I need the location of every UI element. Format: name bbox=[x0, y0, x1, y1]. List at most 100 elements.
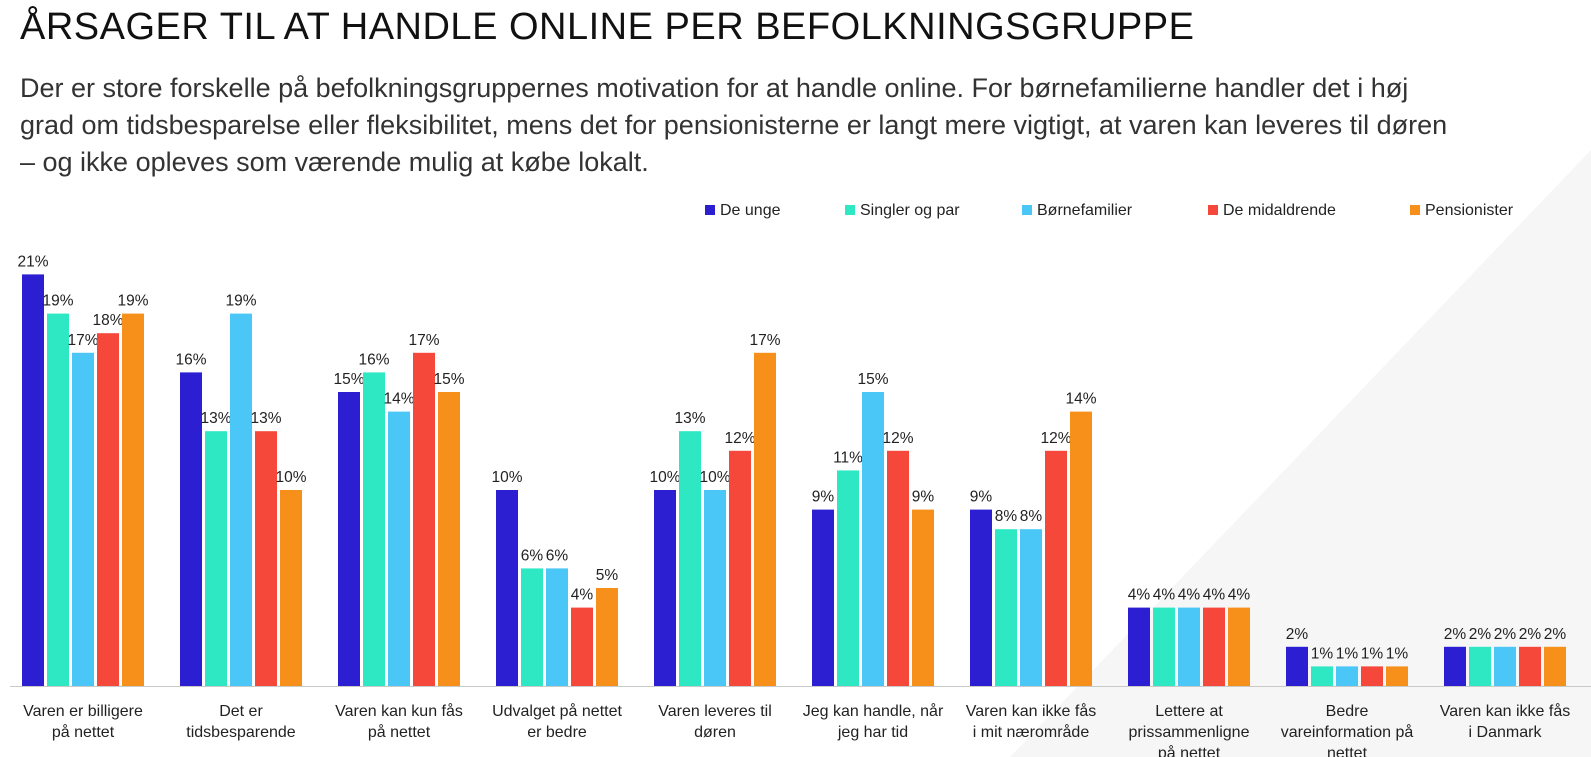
data-label: 2% bbox=[1544, 626, 1567, 643]
data-label: 8% bbox=[1020, 508, 1043, 525]
legend-label: Singler og par bbox=[860, 202, 960, 219]
bar bbox=[1494, 646, 1516, 686]
bar bbox=[862, 392, 884, 686]
bar bbox=[72, 352, 94, 686]
data-label: 10% bbox=[275, 469, 306, 486]
data-label: 12% bbox=[1040, 430, 1071, 447]
data-label: 1% bbox=[1361, 645, 1384, 662]
x-tick-label: Udvalget på nettet bbox=[492, 702, 622, 720]
data-label: 8% bbox=[995, 508, 1018, 525]
data-label: 4% bbox=[1128, 587, 1151, 604]
x-tick-label: Varen leveres til bbox=[658, 703, 772, 720]
bar bbox=[1311, 666, 1333, 686]
data-label: 18% bbox=[92, 312, 123, 329]
bar bbox=[654, 490, 676, 686]
x-tick-label: er bedre bbox=[527, 724, 587, 741]
bar bbox=[1519, 646, 1541, 686]
page-subtitle: Der er store forskelle på befolkningsgru… bbox=[20, 73, 1448, 177]
bar bbox=[995, 529, 1017, 686]
bar bbox=[1544, 646, 1566, 686]
bar bbox=[205, 431, 227, 686]
x-tick-label: på nettet bbox=[1158, 744, 1221, 757]
data-label: 10% bbox=[491, 469, 522, 486]
data-label: 12% bbox=[882, 430, 913, 447]
x-tick-label: Bedre bbox=[1326, 703, 1369, 720]
bar bbox=[1128, 607, 1150, 686]
bar bbox=[180, 372, 202, 686]
bar bbox=[754, 352, 776, 686]
legend-swatch bbox=[1022, 205, 1032, 215]
bar bbox=[1070, 411, 1092, 686]
data-label: 9% bbox=[970, 489, 993, 506]
legend-label: De unge bbox=[720, 202, 781, 219]
bar bbox=[1469, 646, 1491, 686]
bar bbox=[97, 333, 119, 686]
bar bbox=[22, 274, 44, 686]
data-label: 6% bbox=[521, 547, 544, 564]
data-label: 10% bbox=[699, 469, 730, 486]
data-label: 14% bbox=[383, 391, 414, 408]
data-label: 4% bbox=[1203, 587, 1226, 604]
x-tick-label: i Danmark bbox=[1469, 724, 1543, 741]
data-label: 11% bbox=[833, 449, 863, 466]
bar bbox=[1178, 607, 1200, 686]
data-label: 1% bbox=[1386, 645, 1409, 662]
bar bbox=[1020, 529, 1042, 686]
data-label: 19% bbox=[117, 293, 148, 310]
data-label: 13% bbox=[674, 410, 705, 427]
data-label: 16% bbox=[358, 351, 389, 368]
bar bbox=[912, 509, 934, 686]
page-title: ÅRSAGER TIL AT HANDLE ONLINE PER BEFOLKN… bbox=[20, 6, 1195, 48]
bar bbox=[729, 450, 751, 686]
data-label: 4% bbox=[1153, 587, 1176, 604]
data-label: 14% bbox=[1065, 391, 1096, 408]
legend-swatch bbox=[845, 205, 855, 215]
x-tick-label: tidsbesparende bbox=[186, 724, 296, 741]
data-label: 17% bbox=[67, 332, 98, 349]
bar bbox=[704, 490, 726, 686]
bar bbox=[1203, 607, 1225, 686]
bar bbox=[1286, 646, 1308, 686]
x-tick-label: på nettet bbox=[52, 723, 115, 741]
bar bbox=[230, 313, 252, 686]
bar bbox=[521, 568, 543, 686]
bar bbox=[1336, 666, 1358, 686]
x-tick-label: vareinformation på bbox=[1281, 723, 1414, 741]
x-tick-label: prissammenligne bbox=[1129, 724, 1250, 741]
bar bbox=[970, 509, 992, 686]
data-label: 15% bbox=[433, 371, 464, 388]
bar bbox=[363, 372, 385, 686]
data-label: 15% bbox=[333, 371, 364, 388]
data-label: 15% bbox=[857, 371, 888, 388]
data-label: 21% bbox=[17, 253, 48, 270]
x-tick-label: døren bbox=[694, 724, 736, 741]
data-label: 2% bbox=[1469, 626, 1492, 643]
x-tick-label: Varen kan ikke fås bbox=[1440, 702, 1570, 720]
bar bbox=[1228, 607, 1250, 686]
bar bbox=[438, 392, 460, 686]
data-label: 1% bbox=[1336, 645, 1359, 662]
x-tick-label: jeg har tid bbox=[837, 724, 908, 741]
bar bbox=[280, 490, 302, 686]
data-label: 5% bbox=[596, 567, 619, 584]
x-tick-label: Lettere at bbox=[1155, 703, 1223, 720]
data-label: 19% bbox=[225, 293, 256, 310]
legend-label: Pensionister bbox=[1425, 202, 1514, 219]
data-label: 2% bbox=[1519, 626, 1542, 643]
bar bbox=[496, 490, 518, 686]
data-label: 12% bbox=[724, 430, 755, 447]
bar bbox=[571, 607, 593, 686]
bar bbox=[388, 411, 410, 686]
data-label: 9% bbox=[812, 489, 835, 506]
legend-swatch bbox=[1410, 205, 1420, 215]
data-label: 2% bbox=[1494, 626, 1517, 643]
bar bbox=[1444, 646, 1466, 686]
data-label: 2% bbox=[1286, 626, 1309, 643]
bar bbox=[546, 568, 568, 686]
data-label: 10% bbox=[649, 469, 680, 486]
data-label: 19% bbox=[42, 293, 73, 310]
data-label: 13% bbox=[250, 410, 281, 427]
data-label: 4% bbox=[1228, 587, 1251, 604]
bar bbox=[1361, 666, 1383, 686]
